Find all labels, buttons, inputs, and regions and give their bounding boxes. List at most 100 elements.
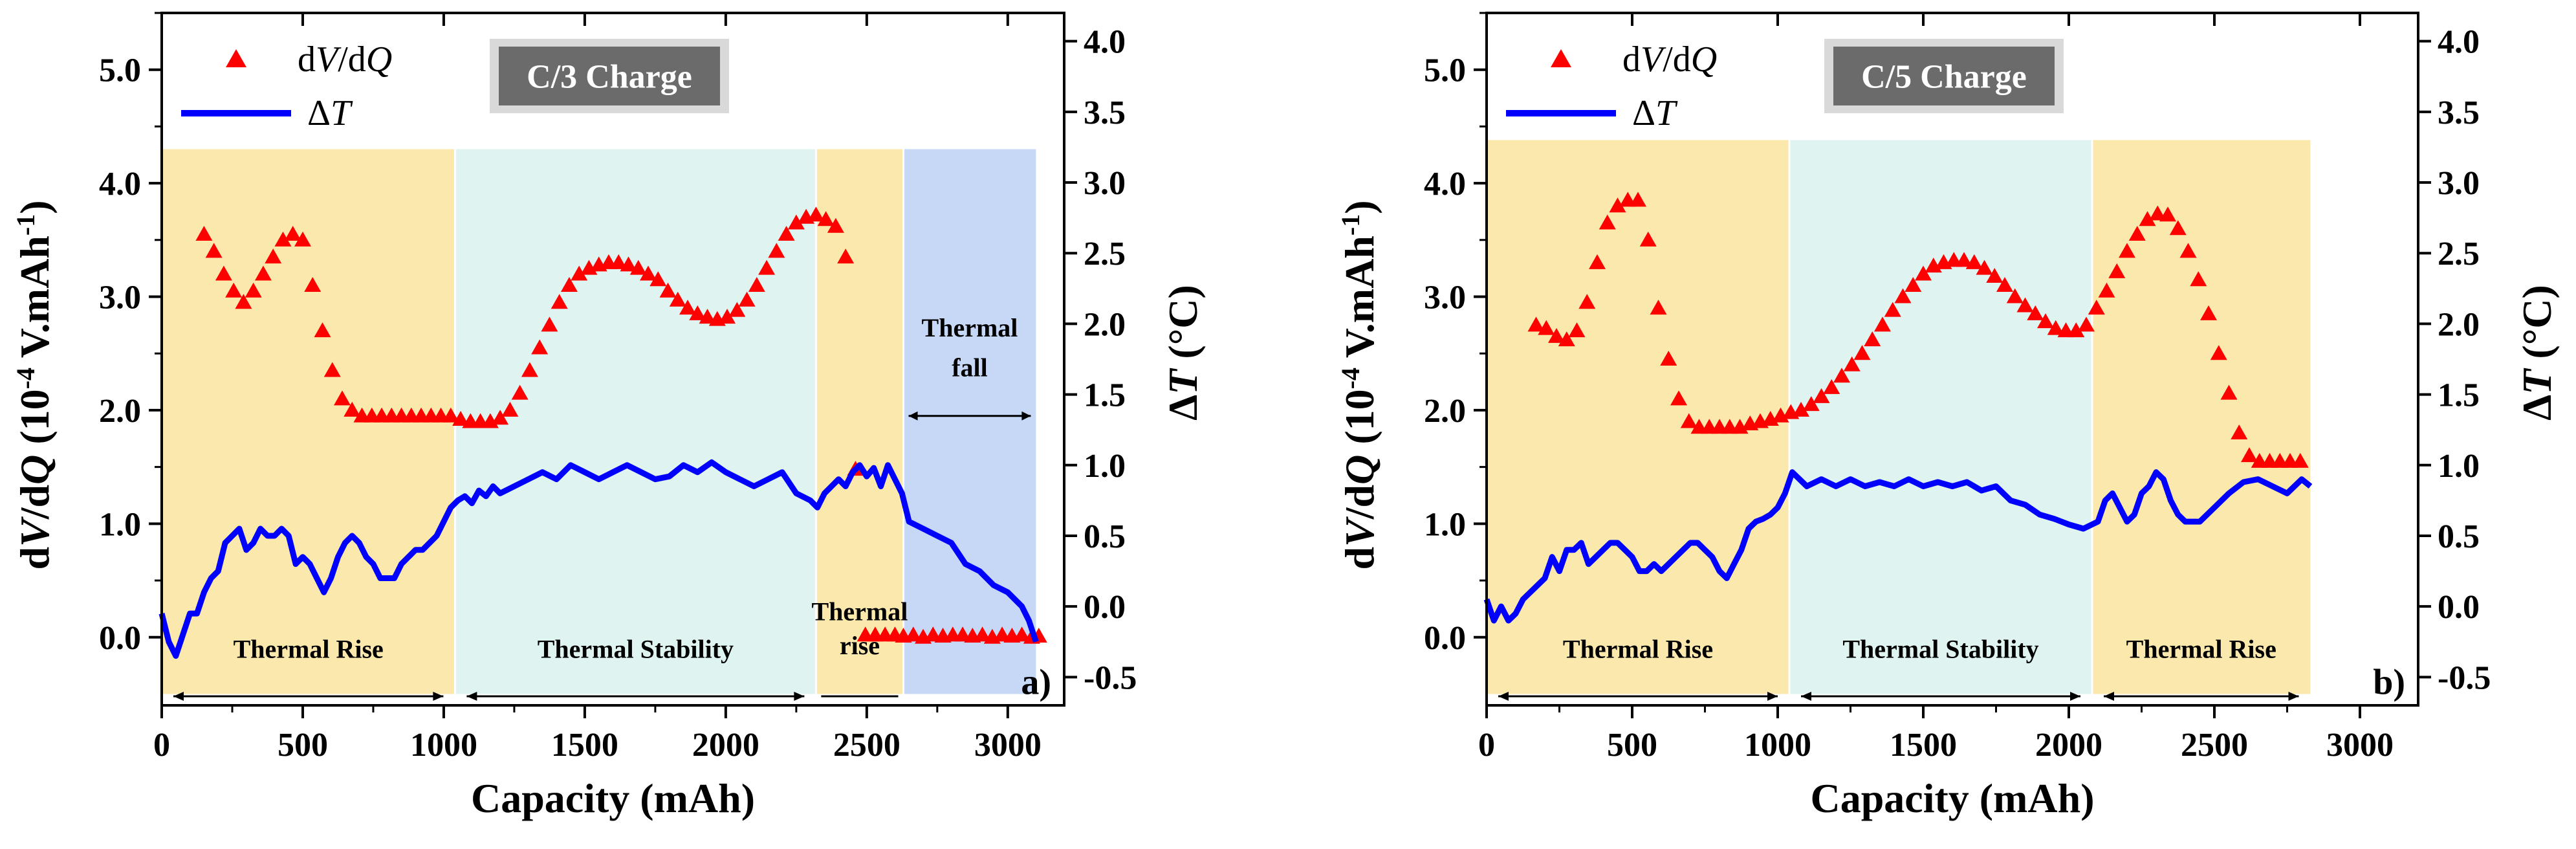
x-axis-title: Capacity (mAh) — [1810, 775, 2094, 821]
panel-label: a) — [1021, 662, 1051, 702]
x-tick-label: 500 — [278, 727, 328, 764]
dvdq-point — [679, 300, 697, 315]
dvdq-point — [639, 265, 657, 281]
x-tick-label: 1500 — [1890, 727, 1957, 764]
y-left-axis-title-part: -4 — [11, 368, 40, 389]
y-left-tick-label: 3.0 — [99, 280, 141, 316]
arrow-head — [1021, 411, 1031, 421]
legend-dvdq-label-part: V — [1641, 39, 1666, 80]
dvdq-point — [541, 316, 558, 332]
dvdq-point — [294, 231, 311, 247]
dvdq-point — [1965, 254, 1983, 269]
y-right-axis-title-part: T — [2514, 368, 2560, 395]
dvdq-point — [265, 248, 282, 264]
dvdq-point — [974, 626, 991, 642]
dvdq-point — [521, 362, 538, 377]
arrow-head — [466, 691, 477, 701]
y-right-tick-label: 1.5 — [1084, 377, 1126, 414]
y-right-axis-title: ΔT (°C) — [1160, 285, 1206, 421]
legend-dvdq-marker — [226, 49, 246, 67]
dvdq-point — [245, 282, 262, 298]
y-right-tick-label: 1.0 — [1084, 448, 1126, 485]
dvdq-point — [2078, 316, 2095, 332]
y-left-axis-title-part: V — [1337, 516, 1382, 547]
x-tick-label: 2000 — [2035, 727, 2102, 764]
dvdq-point — [323, 362, 341, 377]
dvdq-point — [827, 217, 844, 233]
dvdq-point — [304, 276, 322, 292]
dvdq-point — [235, 294, 252, 309]
y-right-tick-label: 2.0 — [1084, 306, 1126, 343]
dvdq-point — [344, 401, 361, 417]
dvdq-point — [719, 309, 736, 324]
dvdq-point — [205, 243, 223, 258]
dvdq-point — [1864, 331, 1881, 347]
dvdq-point — [1670, 390, 1687, 406]
legend-dvdq-label-part: V — [316, 39, 342, 80]
y-right-tick-label: -0.5 — [2438, 659, 2491, 696]
x-tick-label: 3000 — [2326, 727, 2394, 764]
y-right-tick-label: 2.5 — [2438, 236, 2480, 272]
y-left-axis-title-part: d — [1337, 547, 1382, 570]
x-tick-label: 2500 — [2181, 727, 2248, 764]
dvdq-point — [1884, 302, 1901, 317]
dvdq-point — [768, 243, 785, 258]
panel-b: Thermal Rise Thermal Stability Thermal Ris… — [1336, 12, 2560, 821]
y-left-axis-title: dV/dQ (10-4 V.mAh-1) — [11, 200, 58, 569]
badge-label: C/3 Charge — [527, 59, 692, 96]
y-left-axis-title-part: -1 — [11, 214, 40, 236]
legend-dvdq-label-part: /d — [338, 39, 366, 80]
dvdq-point — [649, 271, 667, 287]
dvdq-point — [669, 291, 686, 307]
dvdq-point — [1843, 356, 1861, 371]
badge — [1833, 47, 2055, 105]
y-left-axis-title-part: V.mAh — [12, 236, 58, 368]
y-right-tick-label: 0.0 — [1084, 589, 1126, 626]
dvdq-point — [2149, 205, 2167, 221]
badge-label: C/5 Charge — [1861, 59, 2027, 96]
dvdq-point — [2016, 297, 2034, 313]
x-tick-label: 1000 — [410, 727, 477, 764]
y-left-axis-title-part: -1 — [1336, 214, 1365, 236]
x-tick-label: 3000 — [974, 727, 1042, 764]
dvdq-point — [2220, 384, 2238, 400]
y-right-tick-label: 4.0 — [1084, 24, 1126, 61]
dvdq-point — [492, 410, 509, 425]
dvdq-point — [2139, 211, 2156, 226]
dvdq-point — [2006, 288, 2024, 303]
y-right-tick-label: 3.0 — [2438, 165, 2480, 202]
dvdq-point — [501, 401, 519, 417]
y-left-tick-label: 4.0 — [99, 166, 141, 203]
y-right-tick-label: 0.5 — [1084, 518, 1126, 555]
dvdq-point — [1853, 345, 1871, 360]
region-label: Thermal Stability — [538, 634, 734, 663]
delta-t-line — [158, 459, 1039, 659]
legend-dvdq-label-part: Q — [1691, 39, 1717, 80]
dvdq-point — [452, 410, 470, 426]
x-axis-title: Capacity (mAh) — [471, 775, 755, 821]
arrow-head — [1498, 691, 1509, 701]
y-left-tick-label: 1.0 — [99, 506, 141, 543]
dvdq-point — [728, 302, 746, 317]
dvdq-point — [2179, 243, 2197, 258]
dvdq-point — [1578, 294, 1596, 309]
x-tick-label: 2000 — [692, 727, 759, 764]
y-left-axis-title-part: d — [12, 547, 58, 570]
dvdq-point — [1630, 192, 1646, 207]
dvdq-point — [1650, 300, 1667, 315]
dvdq-point — [2159, 206, 2176, 222]
region-label: Thermal — [812, 597, 908, 626]
dvdq-point — [2108, 263, 2126, 278]
y-right-axis-title-part: T — [1160, 368, 1206, 395]
region-2 — [2092, 140, 2311, 694]
dvdq-point — [699, 309, 716, 324]
dvdq-point — [551, 294, 568, 309]
x-tick-label: 500 — [1607, 727, 1657, 764]
y-right-axis-title-part: Δ — [1160, 395, 1206, 421]
dvdq-point — [1527, 316, 1545, 332]
y-left-axis-title-part: V — [12, 516, 58, 547]
dvdq-point — [837, 248, 855, 264]
dvdq-point — [2190, 271, 2207, 287]
dvdq-point — [254, 265, 272, 281]
dvdq-point — [284, 226, 301, 241]
